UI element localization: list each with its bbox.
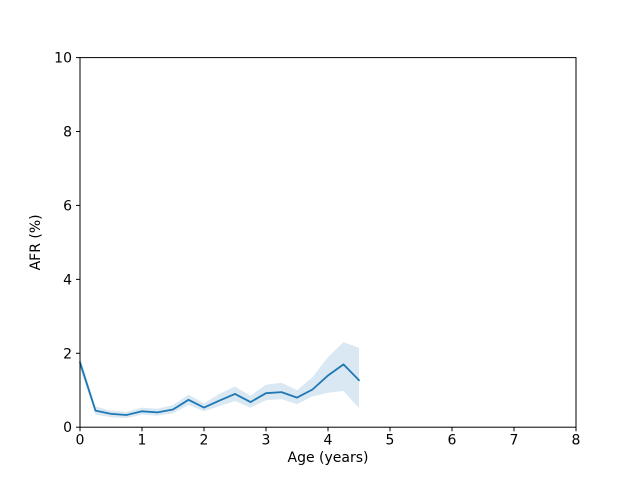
x-tick-label: 2 — [200, 433, 209, 449]
y-tick-label: 4 — [63, 272, 72, 288]
x-tick-label: 6 — [448, 433, 457, 449]
x-tick-label: 7 — [510, 433, 519, 449]
x-tick-label: 1 — [138, 433, 147, 449]
tick-marks — [76, 57, 577, 432]
x-tick-label: 4 — [324, 433, 333, 449]
confidence-band — [80, 342, 359, 418]
y-tick-label: 6 — [63, 198, 72, 214]
y-tick-label: 0 — [63, 420, 72, 436]
series-layer — [79, 361, 360, 416]
x-tick-label: 5 — [386, 433, 395, 449]
x-tick-label: 0 — [76, 433, 85, 449]
y-axis-label: AFR (%) — [28, 214, 44, 270]
y-tick-label: 8 — [63, 125, 72, 141]
y-tick-label: 10 — [54, 51, 72, 67]
tick-labels: 0 1 2 3 4 5 6 7 8 0 2 4 6 8 10 — [54, 51, 580, 449]
x-axis-label: Age (years) — [288, 450, 369, 466]
y-tick-label: 2 — [63, 346, 72, 362]
line-series-afr — [79, 361, 360, 416]
x-tick-label: 3 — [262, 433, 271, 449]
x-tick-label: 8 — [572, 433, 581, 449]
band-layer — [80, 342, 359, 418]
